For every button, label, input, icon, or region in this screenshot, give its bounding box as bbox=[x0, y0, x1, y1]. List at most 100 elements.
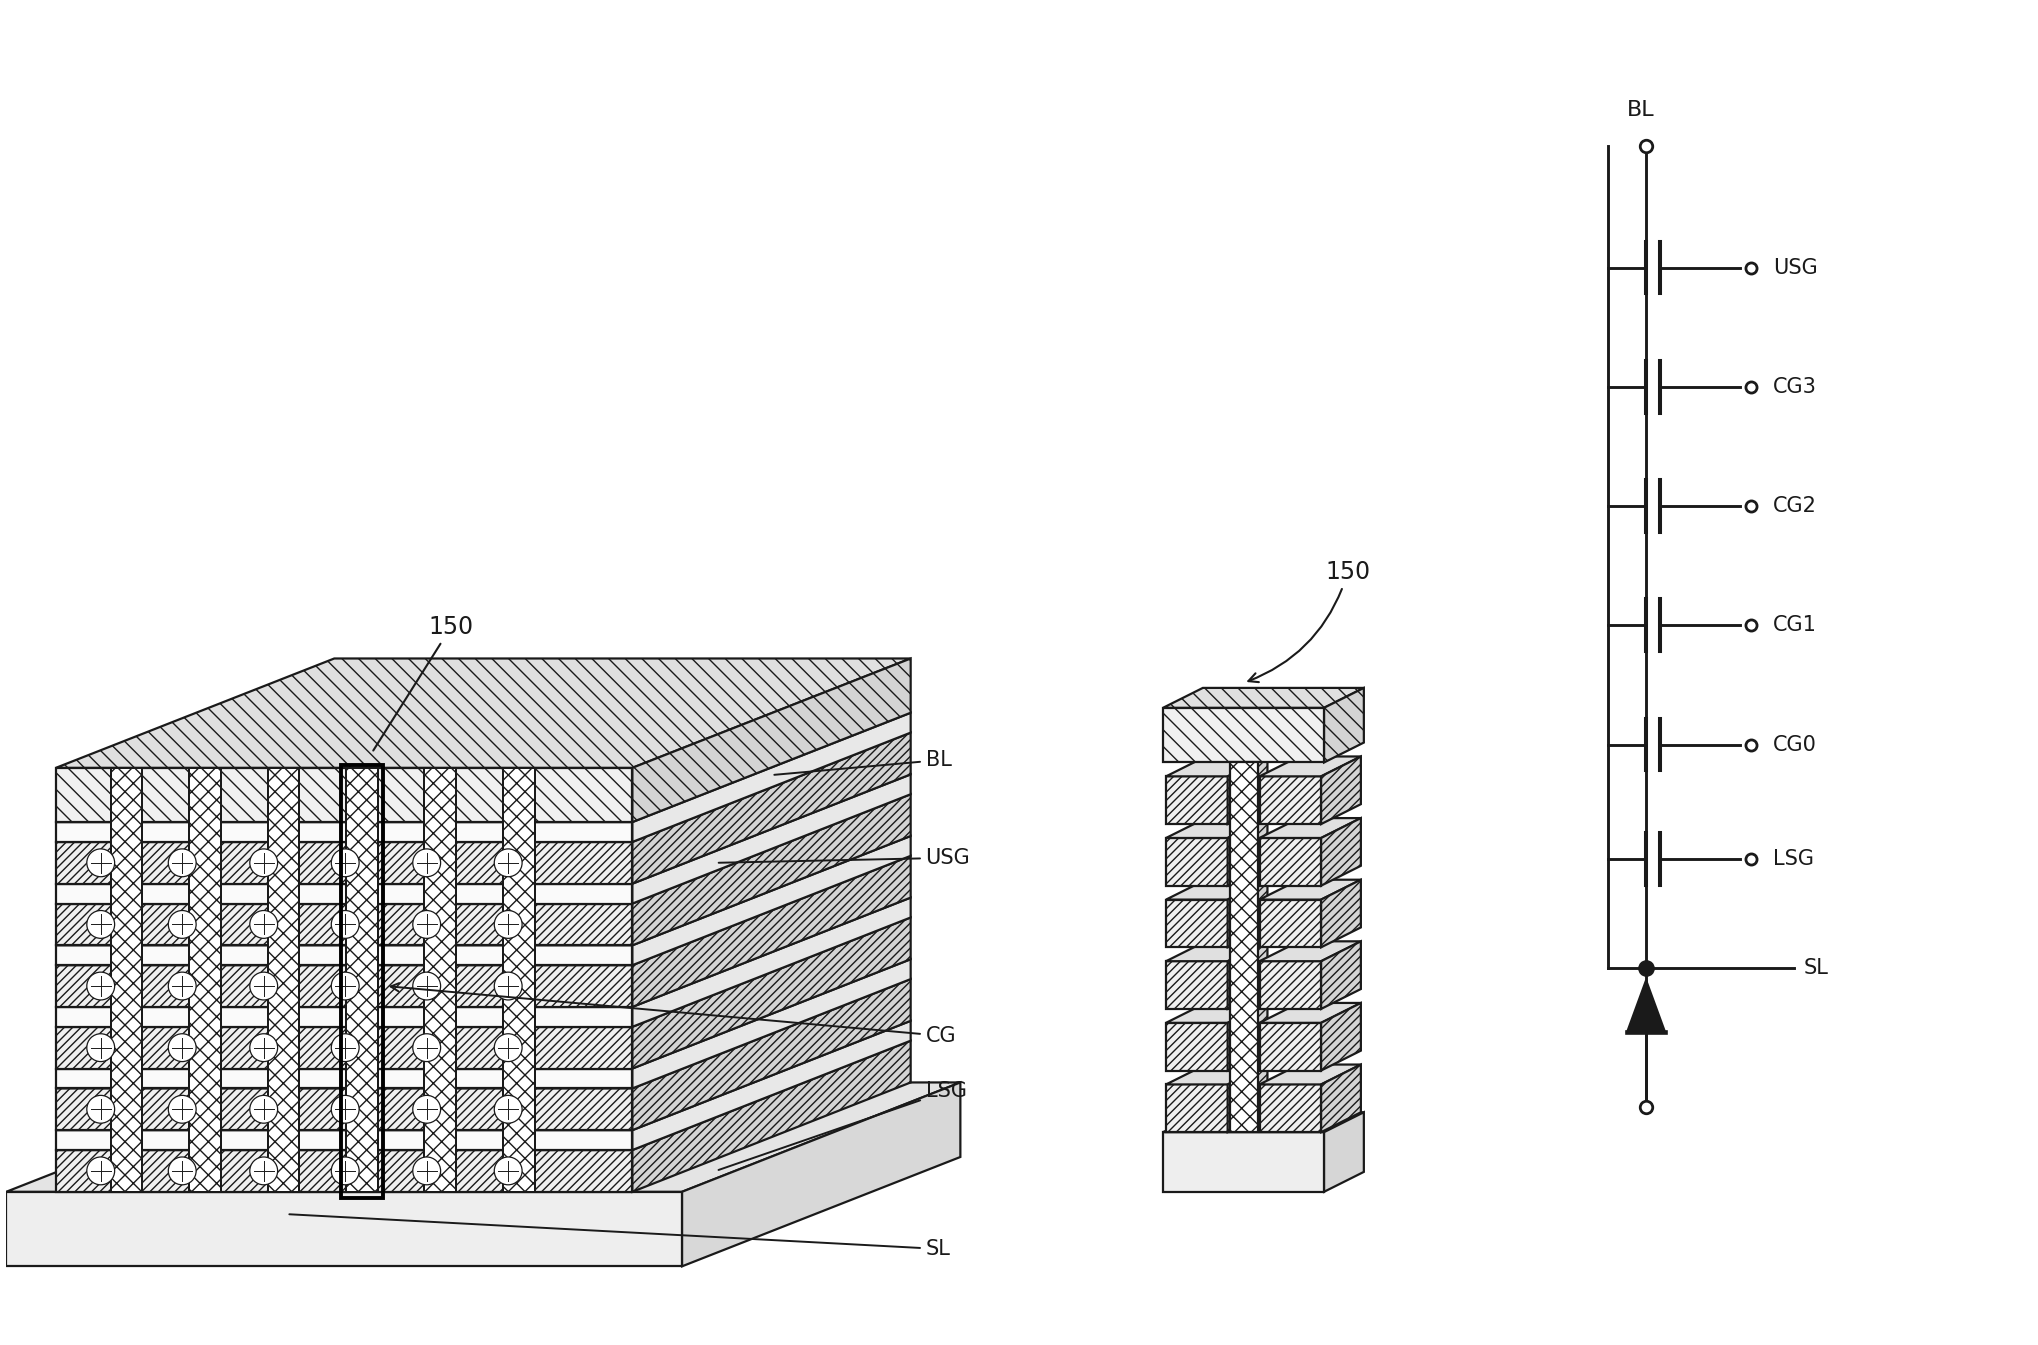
Polygon shape bbox=[1321, 1003, 1361, 1071]
Text: SL: SL bbox=[289, 1215, 950, 1259]
Polygon shape bbox=[55, 966, 632, 1007]
Polygon shape bbox=[632, 1041, 911, 1192]
Circle shape bbox=[169, 849, 196, 877]
Polygon shape bbox=[55, 1026, 632, 1068]
Polygon shape bbox=[1259, 1084, 1321, 1132]
Polygon shape bbox=[55, 1007, 632, 1026]
Polygon shape bbox=[55, 917, 911, 1026]
Polygon shape bbox=[1325, 1112, 1363, 1192]
Polygon shape bbox=[190, 768, 220, 1192]
Polygon shape bbox=[1166, 880, 1268, 900]
Polygon shape bbox=[1259, 818, 1361, 838]
Polygon shape bbox=[1259, 941, 1361, 962]
Polygon shape bbox=[1227, 756, 1268, 824]
Polygon shape bbox=[55, 1068, 632, 1088]
Polygon shape bbox=[1166, 900, 1227, 947]
Polygon shape bbox=[632, 733, 911, 884]
Polygon shape bbox=[55, 946, 632, 966]
Polygon shape bbox=[632, 897, 911, 1026]
Circle shape bbox=[495, 972, 522, 999]
Polygon shape bbox=[110, 768, 143, 1192]
Circle shape bbox=[251, 972, 277, 999]
Polygon shape bbox=[632, 775, 911, 904]
Circle shape bbox=[251, 911, 277, 939]
Circle shape bbox=[495, 849, 522, 877]
Polygon shape bbox=[1259, 838, 1321, 885]
Text: BL: BL bbox=[1626, 101, 1655, 121]
Polygon shape bbox=[1227, 1064, 1268, 1132]
Polygon shape bbox=[55, 1041, 911, 1150]
Polygon shape bbox=[55, 659, 911, 768]
Polygon shape bbox=[55, 959, 911, 1068]
Polygon shape bbox=[1166, 776, 1227, 824]
Polygon shape bbox=[55, 837, 911, 946]
Circle shape bbox=[251, 1095, 277, 1123]
Polygon shape bbox=[55, 1130, 632, 1150]
Polygon shape bbox=[1166, 1003, 1268, 1022]
Text: SL: SL bbox=[1804, 958, 1828, 978]
Circle shape bbox=[414, 1095, 440, 1123]
Polygon shape bbox=[1229, 763, 1257, 1132]
Polygon shape bbox=[55, 884, 632, 904]
Text: USG: USG bbox=[719, 847, 970, 868]
Circle shape bbox=[88, 849, 114, 877]
Text: CG1: CG1 bbox=[1773, 615, 1818, 635]
Circle shape bbox=[495, 1157, 522, 1185]
Polygon shape bbox=[1227, 818, 1268, 885]
Polygon shape bbox=[632, 713, 911, 842]
Circle shape bbox=[169, 1095, 196, 1123]
Polygon shape bbox=[55, 897, 911, 1007]
Circle shape bbox=[251, 849, 277, 877]
Polygon shape bbox=[1259, 900, 1321, 947]
Polygon shape bbox=[55, 822, 632, 842]
Polygon shape bbox=[55, 1021, 911, 1130]
Polygon shape bbox=[1227, 941, 1268, 1009]
Polygon shape bbox=[632, 979, 911, 1130]
Polygon shape bbox=[1321, 941, 1361, 1009]
Polygon shape bbox=[632, 917, 911, 1068]
Circle shape bbox=[332, 911, 359, 939]
Polygon shape bbox=[6, 1192, 683, 1266]
Polygon shape bbox=[424, 768, 457, 1192]
Text: BL: BL bbox=[774, 751, 952, 775]
Circle shape bbox=[332, 849, 359, 877]
Text: USG: USG bbox=[1773, 257, 1818, 277]
Circle shape bbox=[169, 1034, 196, 1061]
Circle shape bbox=[88, 1157, 114, 1185]
Polygon shape bbox=[55, 1088, 632, 1130]
Polygon shape bbox=[503, 768, 534, 1192]
Polygon shape bbox=[55, 713, 911, 822]
Polygon shape bbox=[1166, 756, 1268, 776]
Polygon shape bbox=[1325, 687, 1363, 763]
Polygon shape bbox=[55, 979, 911, 1088]
Polygon shape bbox=[1166, 818, 1268, 838]
Circle shape bbox=[495, 1034, 522, 1061]
Polygon shape bbox=[632, 959, 911, 1088]
Polygon shape bbox=[1259, 776, 1321, 824]
Polygon shape bbox=[1321, 756, 1361, 824]
Polygon shape bbox=[1164, 1112, 1363, 1132]
Polygon shape bbox=[1164, 1132, 1325, 1192]
Circle shape bbox=[169, 1157, 196, 1185]
Circle shape bbox=[251, 1034, 277, 1061]
Polygon shape bbox=[1626, 981, 1665, 1032]
Polygon shape bbox=[683, 1083, 960, 1266]
Text: CG0: CG0 bbox=[1773, 734, 1818, 755]
Polygon shape bbox=[1227, 880, 1268, 947]
Polygon shape bbox=[1166, 962, 1227, 1009]
Polygon shape bbox=[1166, 1022, 1227, 1071]
Circle shape bbox=[332, 1095, 359, 1123]
Text: CG3: CG3 bbox=[1773, 377, 1818, 397]
Polygon shape bbox=[1321, 880, 1361, 947]
Text: LSG: LSG bbox=[719, 1081, 966, 1170]
Circle shape bbox=[495, 1095, 522, 1123]
Polygon shape bbox=[632, 837, 911, 966]
Circle shape bbox=[414, 1034, 440, 1061]
Circle shape bbox=[88, 1095, 114, 1123]
Text: CG2: CG2 bbox=[1773, 496, 1818, 516]
Polygon shape bbox=[1259, 1022, 1321, 1071]
Polygon shape bbox=[1166, 941, 1268, 962]
Circle shape bbox=[332, 972, 359, 999]
Polygon shape bbox=[55, 795, 911, 904]
Polygon shape bbox=[55, 904, 632, 946]
